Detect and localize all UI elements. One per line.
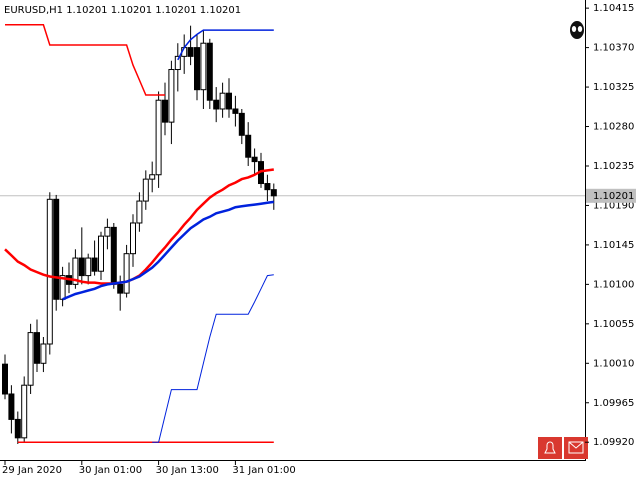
x-tick-label: 29 Jan 2020 xyxy=(2,465,62,476)
candle-body xyxy=(91,257,98,272)
x-tick-label: 31 Jan 01:00 xyxy=(232,465,295,476)
candle-body xyxy=(34,332,40,364)
candle-body xyxy=(78,257,85,277)
candle-body xyxy=(123,253,130,294)
candle-body xyxy=(232,108,239,114)
candle-body xyxy=(85,257,92,277)
y-tick-label: 1.09920 xyxy=(593,437,634,448)
candle-body xyxy=(213,99,220,110)
candle-body xyxy=(200,42,207,91)
candle-body xyxy=(2,363,8,395)
alien-icon xyxy=(570,21,584,39)
candle-body xyxy=(110,226,117,285)
candle-body xyxy=(245,134,252,158)
y-tick-label: 1.10100 xyxy=(593,279,634,290)
candle-body xyxy=(14,418,21,439)
y-tick-label: 1.10055 xyxy=(593,319,634,330)
plot-area xyxy=(0,24,585,444)
indicator-line xyxy=(152,274,274,443)
candle-body xyxy=(251,156,258,163)
candle-body xyxy=(40,343,47,364)
y-tick-label: 1.09965 xyxy=(593,398,634,409)
candle-body xyxy=(187,47,194,57)
candle-body xyxy=(238,112,245,136)
x-tick-label: 30 Jan 01:00 xyxy=(79,465,142,476)
current-price-label: 1.10201 xyxy=(593,191,634,202)
candle-body xyxy=(226,92,232,110)
chart-title: EURUSD,H1 1.10201 1.10201 1.10201 1.1020… xyxy=(4,5,241,16)
indicator-line xyxy=(62,200,274,301)
candle-body xyxy=(194,47,200,91)
indicator-line xyxy=(5,24,165,96)
y-tick-label: 1.10190 xyxy=(593,200,634,211)
y-tick-label: 1.10325 xyxy=(593,82,634,93)
candle-body xyxy=(174,55,181,71)
y-tick-label: 1.10415 xyxy=(593,3,634,14)
candle-body xyxy=(149,174,156,180)
candle-body xyxy=(53,198,60,300)
candle-body xyxy=(264,183,271,191)
x-tick-label: 30 Jan 13:00 xyxy=(156,465,219,476)
candle-body xyxy=(27,332,34,386)
candle-body xyxy=(98,235,104,272)
candle-body xyxy=(142,178,149,202)
candle-body xyxy=(270,189,277,197)
candle-body xyxy=(104,226,111,237)
candle-body xyxy=(162,99,168,123)
candle-body xyxy=(136,200,143,224)
y-tick-label: 1.10145 xyxy=(593,240,634,251)
y-tick-label: 1.10370 xyxy=(593,43,634,54)
candle-body xyxy=(130,222,136,255)
candle-body xyxy=(21,384,28,439)
candle-body xyxy=(8,393,15,420)
y-tick-label: 1.10280 xyxy=(593,122,634,133)
y-tick-label: 1.10010 xyxy=(593,358,634,369)
candle-body xyxy=(219,92,226,110)
mail-button[interactable] xyxy=(564,437,588,459)
current-price-box xyxy=(586,188,636,203)
candle-body xyxy=(168,69,175,123)
y-tick-label: 1.10235 xyxy=(593,161,634,172)
candle-body xyxy=(46,198,53,345)
candle-body xyxy=(117,283,124,294)
alert-button[interactable] xyxy=(538,437,562,459)
candle-body xyxy=(72,257,79,285)
indicator-line xyxy=(177,29,274,61)
candle-body xyxy=(206,42,213,101)
candle-body xyxy=(155,99,162,176)
